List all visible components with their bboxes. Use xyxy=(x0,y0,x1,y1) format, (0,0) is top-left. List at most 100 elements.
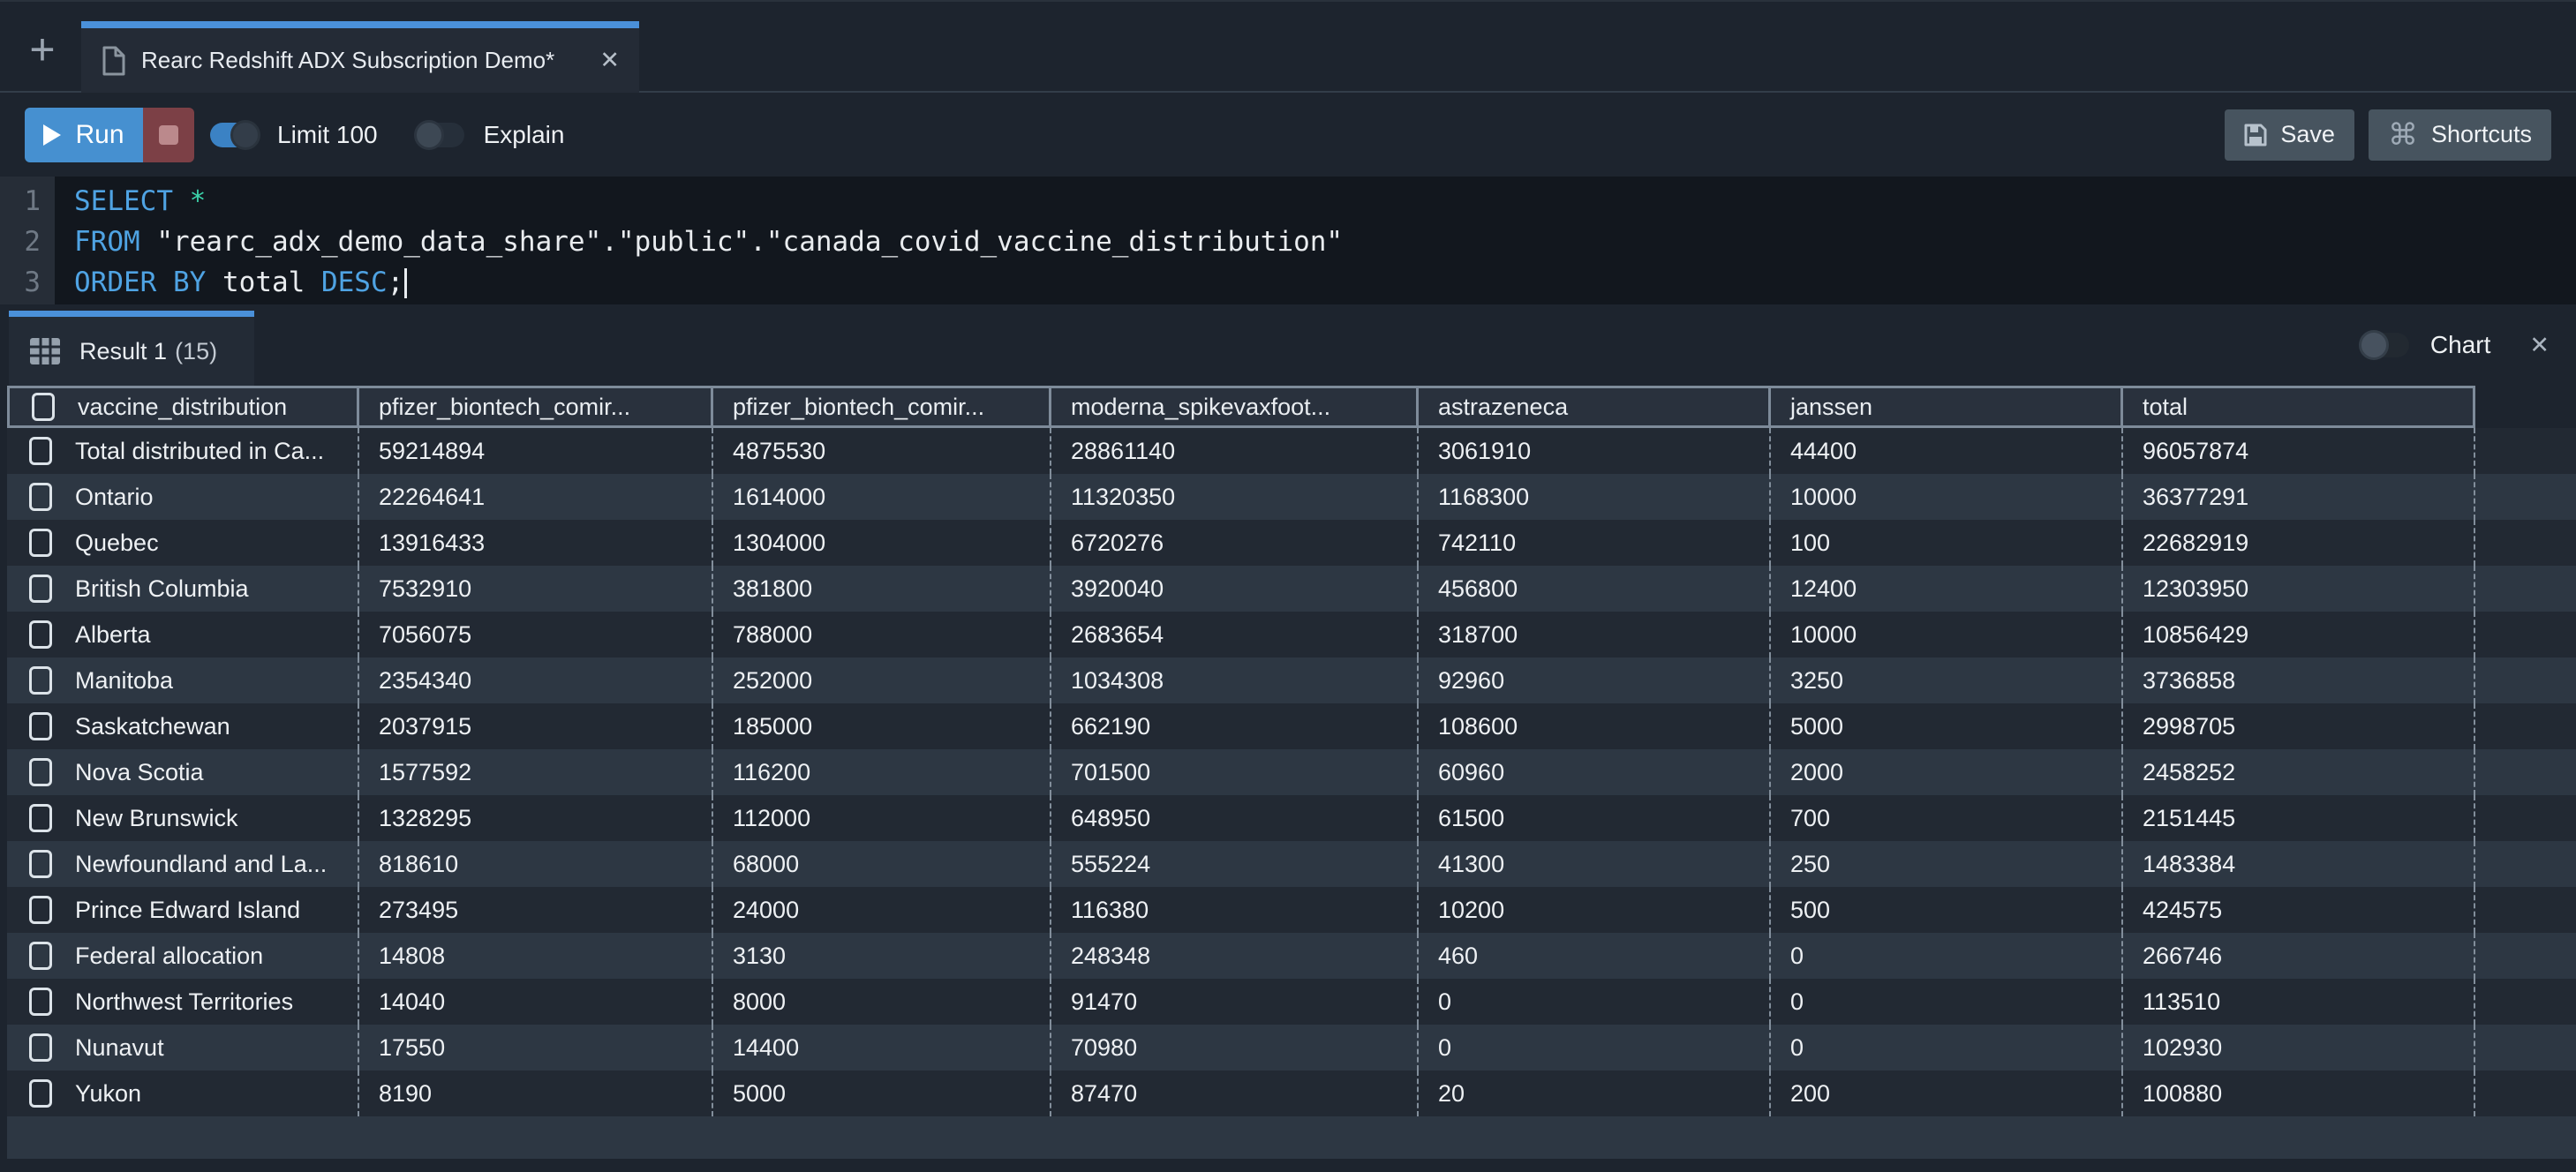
row-label: Nova Scotia xyxy=(75,759,204,786)
run-button[interactable]: Run xyxy=(25,108,143,162)
table-cell: 10000 xyxy=(1771,612,2123,657)
table-cell: 1304000 xyxy=(713,520,1051,566)
table-cell: 0 xyxy=(1419,1025,1771,1071)
cell-value: 555224 xyxy=(1071,851,1150,878)
sql-editor[interactable]: 123 SELECT *FROM "rearc_adx_demo_data_sh… xyxy=(0,177,2576,304)
cell-value: 116200 xyxy=(733,759,810,786)
row-checkbox[interactable] xyxy=(29,437,52,465)
row-filler xyxy=(2475,979,2576,1025)
close-results-icon[interactable]: ✕ xyxy=(2529,332,2550,359)
cell-value: 0 xyxy=(1438,1034,1451,1062)
column-header[interactable]: moderna_spikevaxfoot... xyxy=(1049,386,1419,428)
row-filler xyxy=(2475,933,2576,979)
row-checkbox[interactable] xyxy=(29,1079,52,1108)
table-cell: 200 xyxy=(1771,1071,2123,1116)
row-label: New Brunswick xyxy=(75,805,238,832)
cell-value: 381800 xyxy=(733,575,812,603)
cell-value: 248348 xyxy=(1071,943,1150,970)
table-row: Newfoundland and La...818610680005552244… xyxy=(7,841,2576,887)
editor-tab[interactable]: Rearc Redshift ADX Subscription Demo* ✕ xyxy=(81,21,639,93)
table-row: Manitoba23543402520001034308929603250373… xyxy=(7,657,2576,703)
table-cell: 41300 xyxy=(1419,841,1771,887)
row-checkbox[interactable] xyxy=(29,575,52,603)
code-area[interactable]: SELECT *FROM "rearc_adx_demo_data_share"… xyxy=(55,177,2576,303)
row-checkbox[interactable] xyxy=(29,850,52,878)
table-cell: 0 xyxy=(1771,933,2123,979)
row-label: Yukon xyxy=(75,1080,141,1108)
column-header[interactable]: vaccine_distribution xyxy=(7,386,359,428)
sql-token xyxy=(173,185,190,217)
table-cell: 700 xyxy=(1771,795,2123,841)
command-icon: ⌘ xyxy=(2388,120,2418,150)
row-checkbox[interactable] xyxy=(29,712,52,740)
select-all-checkbox[interactable] xyxy=(32,393,55,421)
row-checkbox[interactable] xyxy=(29,483,52,511)
cell-value: 250 xyxy=(1790,851,1830,878)
table-cell: 3920040 xyxy=(1051,566,1419,612)
table-cell: Total distributed in Ca... xyxy=(7,428,359,474)
cell-value: 22264641 xyxy=(379,484,485,511)
save-button[interactable]: Save xyxy=(2225,109,2354,161)
row-checkbox[interactable] xyxy=(29,666,52,695)
row-filler xyxy=(2475,703,2576,749)
save-icon xyxy=(2244,124,2267,146)
row-checkbox[interactable] xyxy=(29,620,52,649)
row-label: Newfoundland and La... xyxy=(75,851,327,878)
column-header[interactable]: pfizer_biontech_comir... xyxy=(357,386,713,428)
run-button-label: Run xyxy=(75,120,124,150)
row-label: Federal allocation xyxy=(75,943,263,970)
explain-toggle[interactable] xyxy=(417,123,464,147)
cell-value: 701500 xyxy=(1071,759,1150,786)
row-checkbox[interactable] xyxy=(29,1033,52,1062)
column-header[interactable]: total xyxy=(2120,386,2475,428)
code-line[interactable]: FROM "rearc_adx_demo_data_share"."public… xyxy=(74,222,2576,262)
table-cell: New Brunswick xyxy=(7,795,359,841)
cell-value: 318700 xyxy=(1438,621,1518,649)
cell-value: 252000 xyxy=(733,667,812,695)
results-bar: Result 1(15) Chart ✕ xyxy=(0,304,2576,386)
shortcuts-button[interactable]: ⌘ Shortcuts xyxy=(2369,109,2551,161)
cell-value: 2683654 xyxy=(1071,621,1164,649)
close-tab-icon[interactable]: ✕ xyxy=(599,47,620,74)
row-checkbox[interactable] xyxy=(29,988,52,1016)
row-checkbox[interactable] xyxy=(29,804,52,832)
table-cell: 250 xyxy=(1771,841,2123,887)
code-line[interactable]: SELECT * xyxy=(74,181,2576,222)
row-checkbox[interactable] xyxy=(29,758,52,786)
cell-value: 60960 xyxy=(1438,759,1504,786)
column-header[interactable]: astrazeneca xyxy=(1416,386,1771,428)
row-checkbox[interactable] xyxy=(29,942,52,970)
result-tab[interactable]: Result 1(15) xyxy=(9,311,254,386)
row-label: Northwest Territories xyxy=(75,988,293,1016)
cell-value: 17550 xyxy=(379,1034,445,1062)
row-checkbox[interactable] xyxy=(29,529,52,557)
row-label: Ontario xyxy=(75,484,154,511)
cell-value: 112000 xyxy=(733,805,810,832)
table-cell: 22264641 xyxy=(359,474,713,520)
column-header-label: janssen xyxy=(1790,394,1872,421)
cell-value: 0 xyxy=(1790,988,1804,1016)
new-tab-button[interactable]: + xyxy=(21,28,64,71)
table-cell: British Columbia xyxy=(7,566,359,612)
column-header[interactable]: janssen xyxy=(1768,386,2123,428)
cell-value: 8190 xyxy=(379,1080,432,1108)
cell-value: 116380 xyxy=(1071,897,1149,924)
code-line[interactable]: ORDER BY total DESC; xyxy=(74,262,2576,303)
table-row: Total distributed in Ca...59214894487553… xyxy=(7,428,2576,474)
stop-button[interactable] xyxy=(143,108,194,162)
table-cell: 5000 xyxy=(1771,703,2123,749)
table-cell: 266746 xyxy=(2123,933,2475,979)
table-cell: 87470 xyxy=(1051,1071,1419,1116)
table-cell: 3250 xyxy=(1771,657,2123,703)
table-cell: 12303950 xyxy=(2123,566,2475,612)
shortcuts-button-label: Shortcuts xyxy=(2431,121,2532,148)
column-header[interactable]: pfizer_biontech_comir... xyxy=(711,386,1051,428)
limit-toggle[interactable] xyxy=(210,123,258,147)
cell-value: 24000 xyxy=(733,897,799,924)
table-icon xyxy=(30,338,60,364)
row-label: Nunavut xyxy=(75,1034,164,1062)
table-cell: 2037915 xyxy=(359,703,713,749)
chart-toggle[interactable] xyxy=(2361,333,2409,357)
table-row: Yukon819050008747020200100880 xyxy=(7,1071,2576,1116)
row-checkbox[interactable] xyxy=(29,896,52,924)
